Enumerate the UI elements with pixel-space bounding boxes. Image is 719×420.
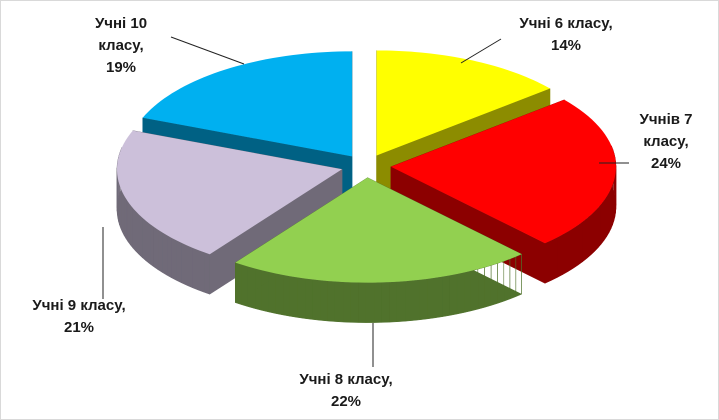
slice	[235, 177, 522, 283]
label-category: Учні 10 класу,	[94, 15, 148, 54]
leader-line	[460, 38, 502, 64]
data-label: Учні 8 класу, 22%	[271, 369, 421, 413]
label-category: Учні 9 класу,	[32, 297, 126, 314]
label-value: 19%	[105, 59, 137, 76]
label-category: Учнів 7 класу,	[639, 111, 693, 150]
data-label: Учні 9 класу, 21%	[9, 295, 149, 339]
slice	[390, 99, 616, 244]
label-category: Учні 8 класу,	[299, 371, 393, 388]
slice	[142, 51, 352, 157]
slice	[117, 130, 342, 255]
label-value: 21%	[63, 319, 95, 336]
data-label: Учнів 7 класу, 24%	[626, 109, 706, 175]
data-label: Учні 6 класу, 14%	[491, 13, 641, 57]
slice-side	[235, 177, 522, 323]
label-value: 22%	[330, 393, 362, 410]
slice	[376, 50, 551, 156]
label-value: 14%	[550, 37, 582, 54]
label-value: 24%	[650, 155, 682, 172]
data-label: Учні 10 класу, 19%	[76, 13, 166, 79]
label-category: Учні 6 класу,	[519, 15, 613, 32]
leader-line	[170, 36, 245, 65]
